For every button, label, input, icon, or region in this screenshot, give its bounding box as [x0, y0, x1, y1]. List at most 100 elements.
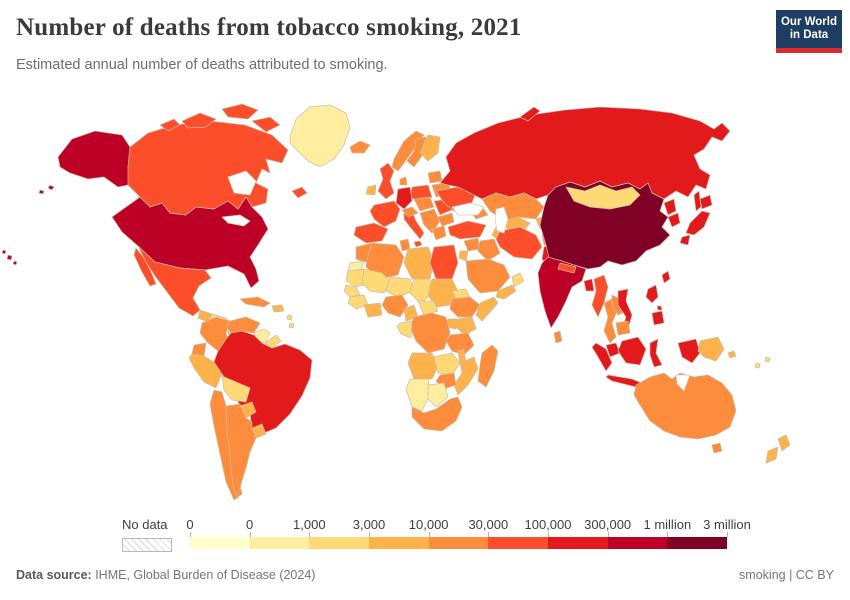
- legend-tick-mark: [249, 532, 251, 537]
- region-bolivia[interactable]: [221, 375, 251, 403]
- region-yemen[interactable]: [495, 284, 517, 300]
- region-angola[interactable]: [407, 352, 439, 380]
- world-choropleth-map[interactable]: [0, 95, 850, 510]
- region-madagascar[interactable]: [477, 344, 499, 388]
- region-dominican-republic[interactable]: [271, 304, 285, 313]
- no-data-legend[interactable]: No data: [122, 517, 172, 552]
- region-south-africa[interactable]: [411, 396, 463, 432]
- region-congo[interactable]: [396, 320, 413, 339]
- region-indonesia[interactable]: [591, 336, 701, 390]
- region-ireland[interactable]: [365, 184, 377, 196]
- legend-color-segment[interactable]: [190, 537, 250, 549]
- region-libya[interactable]: [403, 246, 435, 280]
- region-chad[interactable]: [409, 278, 433, 304]
- region-india[interactable]: [537, 256, 587, 329]
- legend-tick-mark: [727, 532, 728, 537]
- region-suriname[interactable]: [264, 334, 282, 349]
- region-central-african-republic[interactable]: [417, 300, 439, 316]
- region-mexico[interactable]: [133, 245, 212, 317]
- no-data-swatch[interactable]: [122, 538, 172, 552]
- region-peru[interactable]: [188, 353, 223, 389]
- region-balkans[interactable]: [419, 208, 441, 234]
- legend-color-segment[interactable]: [369, 537, 429, 549]
- region-lesser-antilles[interactable]: [286, 314, 295, 329]
- region-zambia[interactable]: [433, 352, 461, 376]
- region-germany[interactable]: [395, 186, 413, 210]
- region-namibia[interactable]: [405, 378, 431, 412]
- region-nigeria[interactable]: [381, 294, 409, 318]
- region-somalia[interactable]: [475, 296, 499, 322]
- region-saudi-arabia[interactable]: [465, 258, 511, 294]
- region-uk[interactable]: [377, 162, 395, 200]
- legend-color-segment[interactable]: [428, 537, 489, 549]
- region-new-zealand[interactable]: [765, 434, 791, 464]
- license-text[interactable]: smoking | CC BY: [739, 568, 834, 582]
- region-iran[interactable]: [495, 226, 543, 260]
- region-myanmar[interactable]: [591, 274, 609, 318]
- legend-tick-label: 1 million: [643, 517, 692, 532]
- region-guinea[interactable]: [347, 294, 369, 310]
- region-greece[interactable]: [431, 225, 447, 241]
- owid-logo[interactable]: Our World in Data: [776, 10, 842, 53]
- region-oman[interactable]: [511, 272, 525, 288]
- legend-tick-mark: [488, 532, 490, 537]
- region-brazil[interactable]: [213, 330, 313, 435]
- region-baltics[interactable]: [427, 170, 443, 184]
- hudson-bay: [227, 170, 257, 196]
- page-title: Number of deaths from tobacco smoking, 2…: [16, 14, 522, 41]
- region-france[interactable]: [369, 200, 401, 228]
- legend-tick-label: 30,000: [468, 517, 509, 532]
- region-fiji[interactable]: [754, 356, 771, 369]
- region-papua-new-guinea[interactable]: [697, 336, 737, 362]
- region-algeria[interactable]: [365, 242, 405, 280]
- region-mali[interactable]: [361, 268, 391, 294]
- region-cuba[interactable]: [239, 296, 271, 308]
- gulf-of-carpentaria: [675, 374, 691, 392]
- region-cambodia[interactable]: [615, 320, 631, 336]
- region-italy[interactable]: [403, 210, 425, 248]
- region-iraq[interactable]: [477, 238, 501, 262]
- region-bulgaria[interactable]: [437, 212, 455, 227]
- region-greenland[interactable]: [289, 104, 351, 168]
- region-kenya[interactable]: [455, 316, 477, 336]
- region-ghana[interactable]: [363, 302, 383, 318]
- region-bangladesh[interactable]: [583, 278, 595, 292]
- region-finland[interactable]: [419, 134, 441, 162]
- region-turkey[interactable]: [447, 220, 487, 240]
- region-north-korea[interactable]: [663, 198, 677, 216]
- region-ethiopia[interactable]: [449, 296, 481, 318]
- region-czech-hungary[interactable]: [413, 196, 435, 212]
- legend-color-segment[interactable]: [488, 537, 549, 549]
- region-syria[interactable]: [463, 237, 481, 252]
- region-drc[interactable]: [409, 312, 451, 354]
- region-canada[interactable]: [127, 103, 308, 216]
- region-spain[interactable]: [353, 222, 389, 244]
- region-austria[interactable]: [401, 206, 419, 218]
- legend-color-segment[interactable]: [249, 537, 310, 549]
- region-venezuela[interactable]: [225, 316, 261, 334]
- region-philippines[interactable]: [645, 284, 665, 326]
- region-denmark[interactable]: [399, 176, 408, 186]
- region-sri-lanka[interactable]: [553, 330, 563, 344]
- region-egypt[interactable]: [429, 244, 459, 280]
- great-lakes: [221, 214, 251, 227]
- region-australia[interactable]: [633, 372, 737, 454]
- region-botswana[interactable]: [427, 382, 449, 408]
- region-niger[interactable]: [385, 276, 415, 298]
- region-mongolia[interactable]: [565, 184, 641, 210]
- region-mozambique[interactable]: [453, 356, 479, 396]
- legend-color-segment[interactable]: [309, 537, 370, 549]
- legend-color-segment[interactable]: [548, 537, 608, 549]
- region-south-korea[interactable]: [667, 212, 681, 228]
- region-argentina[interactable]: [225, 403, 257, 500]
- region-levant[interactable]: [458, 250, 469, 262]
- region-japan[interactable]: [679, 194, 713, 246]
- region-taiwan[interactable]: [661, 270, 671, 284]
- legend-color-segment[interactable]: [667, 537, 728, 549]
- region-sweden[interactable]: [406, 136, 427, 168]
- legend-tick-mark: [548, 532, 549, 537]
- region-iceland[interactable]: [349, 140, 371, 154]
- color-scale-bar[interactable]: [190, 537, 728, 549]
- legend-color-segment[interactable]: [607, 537, 668, 549]
- region-nepal[interactable]: [557, 262, 577, 274]
